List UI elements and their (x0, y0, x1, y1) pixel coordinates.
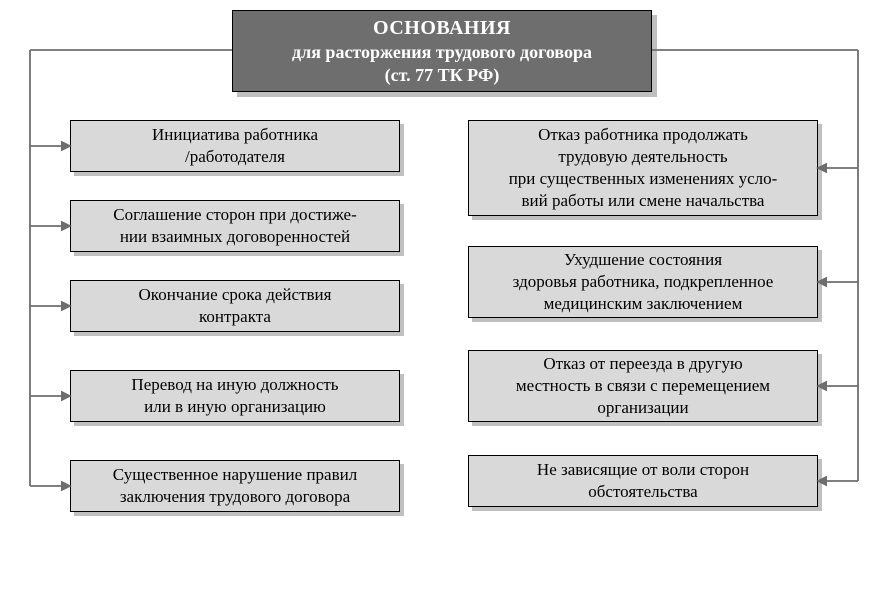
child-label: Окончание срока действияконтракта (139, 284, 332, 328)
child-label: Существенное нарушение правилзаключения … (113, 464, 357, 508)
child-label: Отказ от переезда в другуюместность в св… (516, 353, 770, 419)
child-box-right-1: Ухудшение состоянияздоровья работника, п… (468, 246, 818, 318)
child-box-right-0: Отказ работника продолжатьтрудовую деяте… (468, 120, 818, 216)
child-box-left-3: Перевод на иную должностьили в иную орга… (70, 370, 400, 422)
child-box-right-2: Отказ от переезда в другуюместность в св… (468, 350, 818, 422)
child-box-left-1: Соглашение сторон при достиже-нии взаимн… (70, 200, 400, 252)
header-title-1: ОСНОВАНИЯ (373, 16, 511, 41)
child-label: Отказ работника продолжатьтрудовую деяте… (509, 124, 778, 212)
child-box-left-4: Существенное нарушение правилзаключения … (70, 460, 400, 512)
child-label: Не зависящие от воли сторонобстоятельств… (537, 459, 749, 503)
diagram-canvas: ОСНОВАНИЯ для расторжения трудового дого… (0, 0, 886, 601)
child-label: Ухудшение состоянияздоровья работника, п… (513, 249, 774, 315)
child-label: Инициатива работника/работодателя (152, 124, 318, 168)
header-title-3: (ст. 77 ТК РФ) (385, 64, 500, 87)
header-title-2: для расторжения трудового договора (292, 41, 592, 64)
child-label: Перевод на иную должностьили в иную орга… (131, 374, 338, 418)
child-box-right-3: Не зависящие от воли сторонобстоятельств… (468, 455, 818, 507)
header-box: ОСНОВАНИЯ для расторжения трудового дого… (232, 10, 652, 92)
child-box-left-0: Инициатива работника/работодателя (70, 120, 400, 172)
child-box-left-2: Окончание срока действияконтракта (70, 280, 400, 332)
child-label: Соглашение сторон при достиже-нии взаимн… (113, 204, 357, 248)
